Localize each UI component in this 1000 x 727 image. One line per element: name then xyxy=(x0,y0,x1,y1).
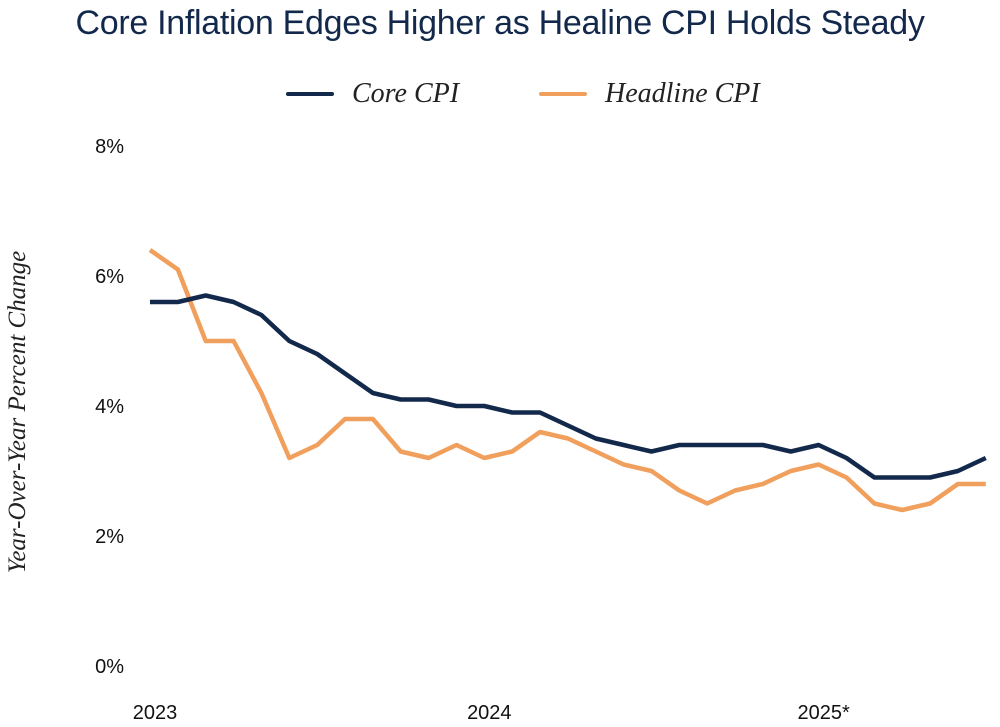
y-tick-label: 4% xyxy=(95,396,124,418)
x-tick-label: 2025* xyxy=(797,702,849,724)
y-tick-label: 0% xyxy=(95,656,124,678)
chart-title: Core Inflation Edges Higher as Healine C… xyxy=(75,4,925,42)
x-tick-labels: 2023 2024 2025* xyxy=(133,702,850,724)
legend-label-headline-cpi: Headline CPI xyxy=(605,78,760,109)
y-tick-label: 6% xyxy=(95,266,124,288)
legend-label-core-cpi: Core CPI xyxy=(352,78,460,109)
legend-item-headline-cpi: Headline CPI xyxy=(539,76,760,112)
series-lines xyxy=(148,248,987,513)
series-line-core-cpi xyxy=(150,293,987,480)
y-tick-label: 8% xyxy=(95,136,124,158)
legend-swatch-core-cpi xyxy=(286,92,334,96)
y-tick-labels: 0% 2% 4% 6% 8% xyxy=(95,136,124,678)
x-tick-label: 2023 xyxy=(133,702,178,724)
x-tick-label: 2024 xyxy=(467,702,512,724)
legend-swatch-headline-cpi xyxy=(539,92,587,96)
legend: Core CPI Headline CPI xyxy=(0,76,1000,112)
legend-item-core-cpi: Core CPI xyxy=(286,76,459,112)
series-line-headline-cpi xyxy=(148,248,986,513)
y-tick-label: 2% xyxy=(95,526,124,548)
